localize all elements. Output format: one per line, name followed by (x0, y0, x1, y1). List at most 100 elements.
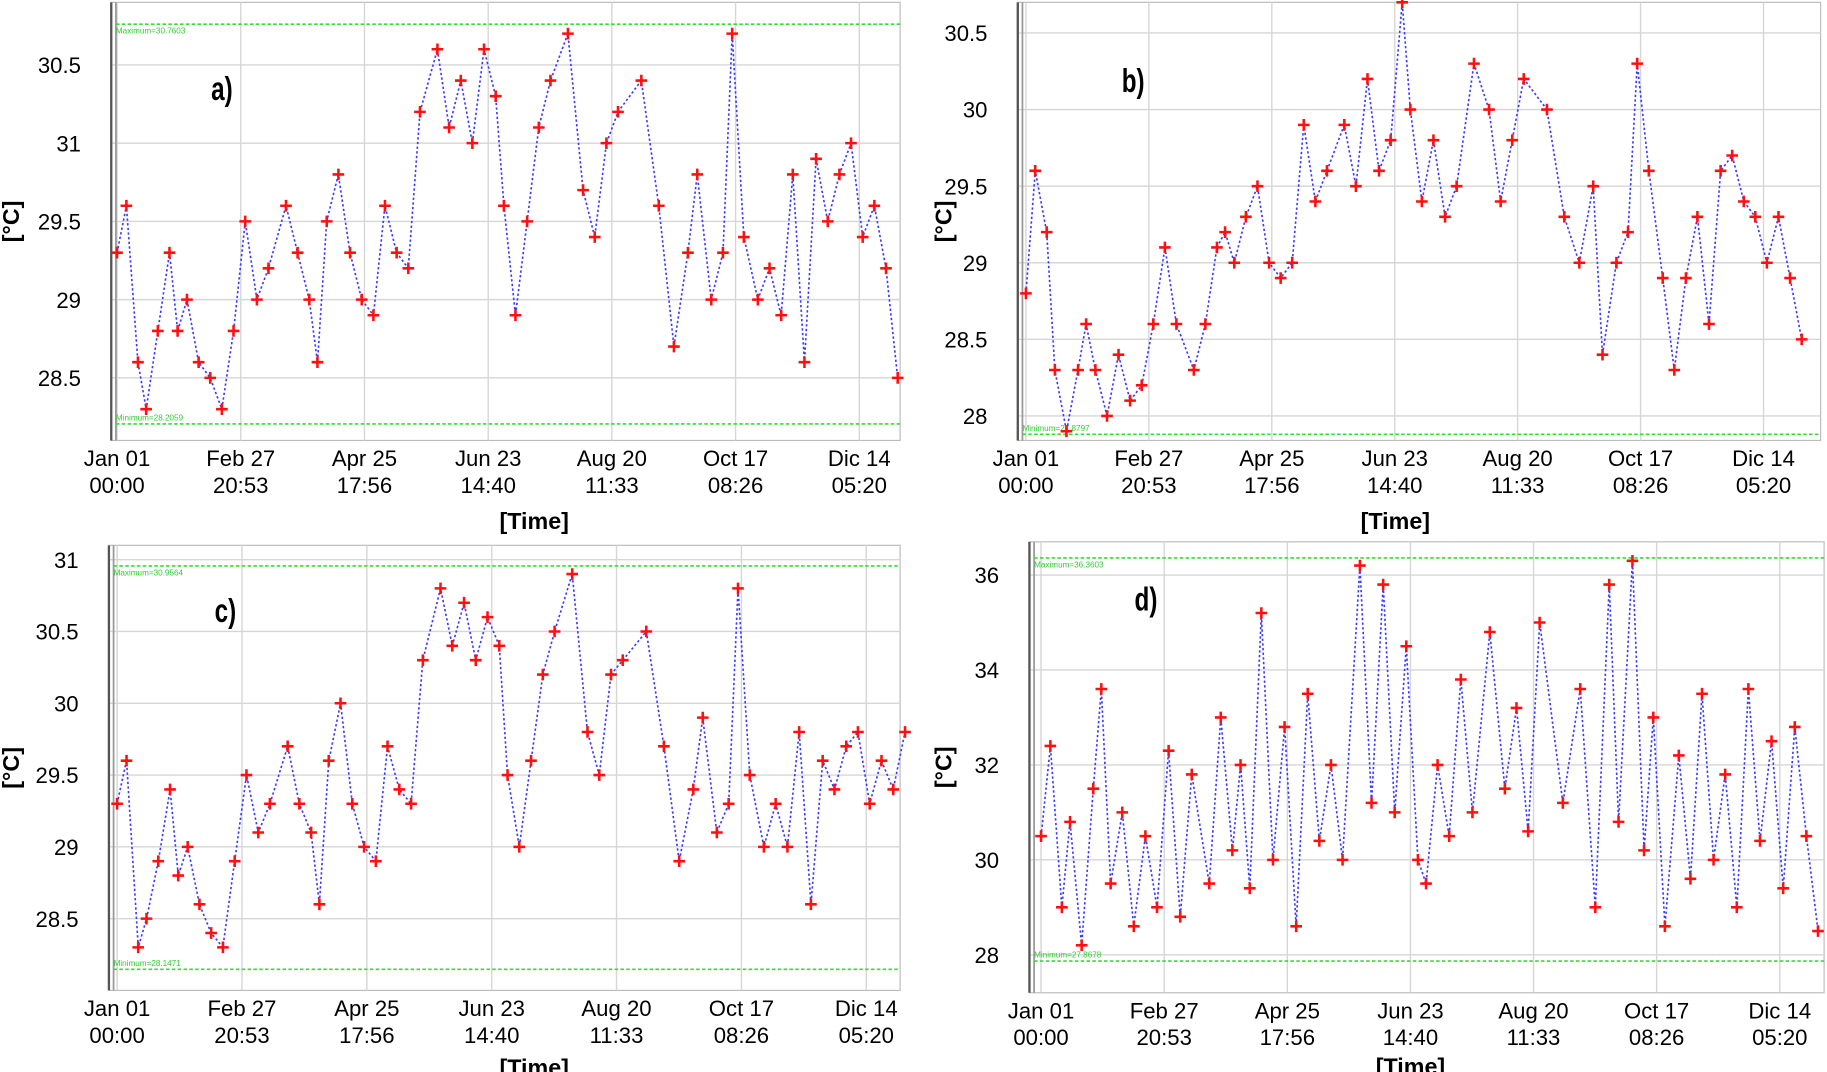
x-tick-label-box: Oct 17 08:26 (1624, 1000, 1689, 1051)
x-tick-label-box: Feb 27 20:53 (208, 997, 277, 1048)
x-tick-label: Jan 01 00:00 (992, 447, 1060, 499)
data-point (1703, 318, 1715, 330)
data-point (358, 841, 370, 853)
reference-label: Minimum=28.2059 (116, 413, 184, 422)
data-point (111, 797, 123, 810)
x-tick-label-box: Jun 23 14:40 (1362, 447, 1428, 498)
data-point (1439, 210, 1451, 223)
data-point (192, 356, 205, 369)
data-point (1147, 318, 1160, 330)
data-point (775, 309, 788, 322)
data-point (417, 654, 429, 667)
data-point (687, 783, 700, 796)
data-point (532, 121, 545, 134)
x-tick-label-box: Apr 25 17:56 (334, 997, 400, 1049)
data-point (1680, 272, 1692, 284)
data-point (1754, 835, 1766, 847)
y-tick-label: 28.5 (36, 907, 79, 932)
data-point (1574, 683, 1587, 695)
data-point (1541, 103, 1553, 116)
data-point (240, 769, 253, 781)
x-tick-label-box: Feb 27 20:53 (206, 447, 275, 498)
data-point (1742, 683, 1755, 695)
data-point (635, 74, 648, 87)
y-tick-label: 28 (963, 404, 988, 429)
data-point (1325, 759, 1337, 771)
data-point (1286, 256, 1299, 269)
data-point (696, 711, 709, 724)
plot-area (108, 544, 901, 992)
data-point (821, 215, 834, 228)
x-tick-label: Oct 17 08:26 (708, 997, 775, 1049)
data-point (1354, 559, 1366, 572)
data-point (673, 855, 686, 868)
data-point (732, 582, 744, 595)
y-tick-label: 34 (975, 658, 1000, 683)
series-line (116, 573, 906, 950)
data-point (1080, 318, 1092, 330)
data-point (305, 826, 317, 839)
data-point (393, 783, 406, 796)
data-point (332, 168, 345, 181)
data-point (1788, 721, 1801, 733)
data-point (1659, 920, 1671, 933)
data-point (264, 797, 276, 810)
data-point (1466, 806, 1479, 819)
data-point (1321, 165, 1333, 177)
x-tick-label: Aug 20 11:33 (1482, 447, 1553, 499)
data-point (140, 403, 152, 415)
data-point (691, 168, 704, 181)
data-point (1255, 607, 1268, 619)
y-tick-label: 31 (56, 131, 81, 156)
data-point (205, 927, 217, 939)
x-tick-label-box: Jan 01 00:00 (84, 997, 150, 1048)
data-point (346, 797, 359, 810)
data-point (469, 654, 482, 667)
data-point (1203, 877, 1216, 890)
data-point (856, 231, 869, 243)
x-tick-label: Apr 25 17:56 (334, 997, 400, 1049)
data-point (1506, 134, 1519, 147)
data-point (1749, 210, 1762, 223)
reference-label: Maximum=30.7785 (1022, 0, 1092, 2)
data-point (1404, 103, 1417, 116)
data-point (781, 841, 794, 853)
data-point (600, 137, 613, 149)
data-point (1714, 165, 1727, 177)
data-point (577, 184, 589, 196)
x-tick-label-box: Jun 23 14:40 (458, 997, 524, 1048)
data-point (1101, 410, 1113, 422)
data-point (1443, 830, 1456, 842)
x-tick-label: Oct 17 08:26 (1607, 447, 1674, 499)
data-point (216, 403, 228, 415)
data-point (1638, 844, 1650, 857)
data-point (1060, 425, 1073, 438)
data-point (493, 640, 506, 652)
x-tick-label: Feb 27 20:53 (1114, 447, 1184, 499)
data-point (652, 199, 665, 212)
x-tick-label-box: Oct 17 08:26 (708, 997, 775, 1049)
x-tick-label-box: Aug 20 11:33 (581, 997, 651, 1048)
data-point (262, 262, 275, 275)
data-point (588, 231, 601, 243)
data-point (1350, 180, 1362, 192)
data-point (171, 325, 184, 337)
x-tick-label-box: Feb 27 20:53 (1130, 1000, 1199, 1051)
x-tick-label-box: Apr 25 17:56 (1239, 447, 1305, 499)
data-point (1730, 901, 1743, 914)
data-point (281, 740, 294, 753)
data-point (513, 841, 526, 853)
data-point (1483, 103, 1495, 116)
x-tick-label: Apr 25 17:56 (1239, 447, 1305, 499)
data-point (1029, 165, 1042, 177)
data-point (1400, 640, 1413, 653)
data-point (1313, 835, 1326, 847)
reference-label: Minimum=27.8678 (1034, 951, 1102, 960)
data-point (880, 262, 892, 275)
x-tick-label-box: Dic 14 05:20 (828, 447, 891, 498)
data-point (498, 199, 510, 212)
data-point (1719, 768, 1732, 781)
data-point (405, 797, 417, 810)
data-point (1468, 57, 1480, 70)
reference-label: Minimum=28.1471 (114, 959, 182, 968)
